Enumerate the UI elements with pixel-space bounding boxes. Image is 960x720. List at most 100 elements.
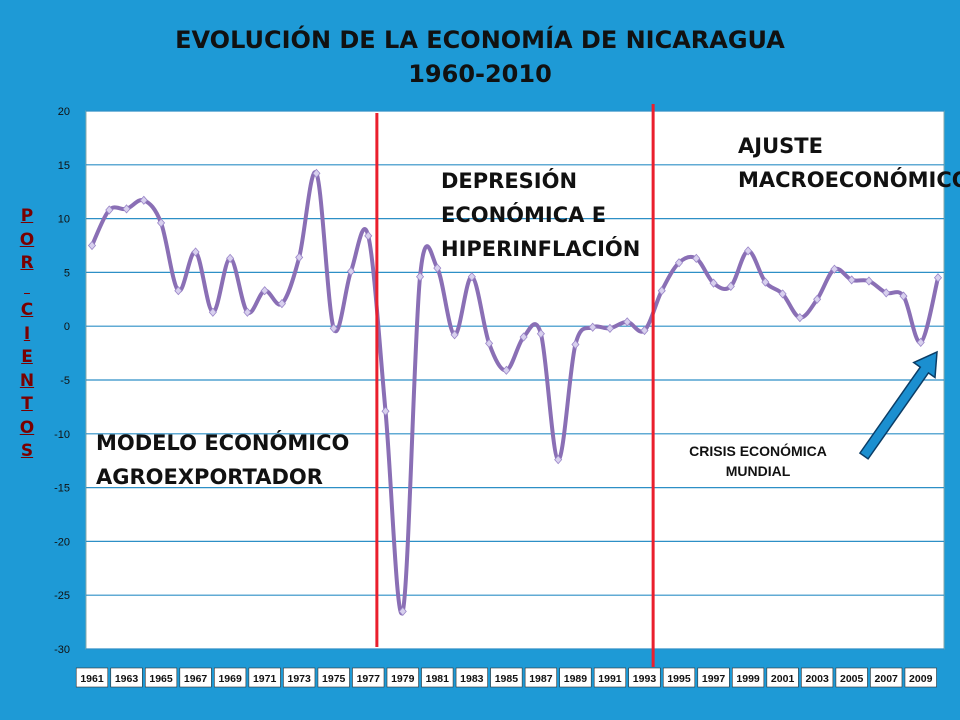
data-point: [554, 455, 563, 465]
data-point: [657, 286, 666, 296]
y-tick-label: -30: [54, 644, 70, 656]
data-point: [174, 286, 183, 296]
data-point: [87, 240, 97, 251]
data-point: [519, 332, 528, 342]
annotation-depression-line1: DEPRESIÓN: [441, 169, 578, 193]
x-tick-box: [904, 667, 937, 688]
data-point: [398, 606, 407, 616]
data-point: [830, 264, 839, 274]
data-point: [916, 337, 925, 347]
data-point: [882, 288, 891, 298]
x-tick-label: 2001: [771, 673, 795, 685]
x-tick-label: 2005: [840, 673, 864, 685]
data-point: [536, 329, 545, 339]
data-point: [761, 277, 770, 287]
x-tick-label: 2003: [805, 673, 829, 685]
y-axis-label-letter: P: [20, 206, 34, 226]
x-tick-box: [352, 667, 385, 688]
data-point: [346, 266, 356, 276]
data-point: [226, 253, 235, 264]
x-tick-box: [628, 667, 661, 688]
data-point: [416, 272, 425, 282]
data-point: [623, 317, 632, 327]
data-point: [588, 322, 597, 332]
data-point: [381, 406, 390, 416]
x-tick-label: 1963: [115, 673, 139, 685]
chart-title: EVOLUCIÓN DE LA ECONOMÍA DE NICARAGUA: [175, 26, 785, 54]
data-point: [744, 246, 753, 256]
x-tick-box: [662, 667, 696, 688]
y-axis-label-letter: C: [20, 300, 34, 320]
y-tick-label: -20: [54, 536, 70, 548]
y-axis-label-letter: I: [23, 323, 31, 344]
data-point: [260, 286, 269, 296]
data-point: [191, 247, 200, 257]
x-tick-label: 1985: [495, 673, 519, 685]
x-tick-box: [110, 667, 143, 688]
data-point: [157, 218, 166, 228]
x-tick-box: [214, 667, 247, 688]
data-point: [208, 307, 217, 317]
data-point: [139, 195, 148, 205]
crisis-arrow-shape: [858, 350, 938, 460]
x-tick-box: [732, 667, 765, 688]
y-tick-label: -5: [60, 375, 70, 387]
y-axis-label-letter: R: [20, 253, 34, 273]
data-point: [692, 253, 701, 264]
data-point: [709, 278, 718, 288]
y-tick-label: 15: [58, 160, 70, 172]
data-point: [312, 168, 321, 179]
x-tick-label: 2007: [875, 673, 899, 685]
x-tick-label: 2009: [909, 673, 933, 685]
data-point: [605, 323, 614, 333]
x-tick-label: 1997: [702, 673, 726, 685]
annotation-adjustment: AJUSTE MACROECONÓMICO: [738, 129, 960, 197]
crisis-arrow-icon: [858, 350, 938, 460]
x-tick-label: 1975: [322, 673, 346, 685]
data-point: [933, 273, 943, 283]
y-tick-label: 10: [58, 214, 70, 226]
y-tick-label: -10: [54, 429, 70, 441]
y-axis-label-letter: S: [20, 441, 34, 461]
data-point: [243, 307, 252, 317]
data-point: [864, 276, 873, 286]
y-tick-label: -25: [54, 590, 70, 602]
y-axis-label-letter: O: [19, 417, 35, 438]
y-tick-label: 5: [64, 267, 70, 279]
data-point: [778, 289, 787, 299]
data-point: [277, 298, 286, 309]
annotation-crisis-line2: MUNDIAL: [725, 463, 791, 479]
y-axis-label-letter: N: [19, 370, 35, 391]
data-point: [847, 275, 856, 285]
data-point: [485, 338, 494, 349]
y-axis-label-letter: O: [19, 229, 35, 250]
chart-subtitle: 1960-2010: [408, 60, 552, 88]
x-tick-label: 1965: [149, 673, 173, 685]
x-tick-label: 1987: [529, 673, 553, 685]
annotation-crisis: CRISIS ECONÓMICA MUNDIAL: [660, 441, 856, 481]
x-tick-box: [835, 667, 868, 688]
x-tick-box: [386, 667, 419, 688]
x-tick-box: [248, 667, 281, 688]
annotation-depression-line3: HIPERINFLACIÓN: [441, 237, 641, 261]
x-tick-label: 1995: [667, 673, 691, 685]
x-tick-box: [421, 667, 454, 688]
x-tick-label: 1981: [426, 673, 450, 685]
annotation-depression-line2: ECONÓMICA E: [441, 203, 607, 227]
y-tick-label: 20: [58, 106, 70, 118]
data-point: [640, 325, 649, 336]
x-tick-box: [801, 667, 834, 688]
x-tick-label: 1973: [288, 673, 312, 685]
x-tick-box: [144, 667, 178, 688]
x-tick-box: [593, 667, 627, 688]
y-axis-label-letter: T: [21, 394, 33, 414]
annotation-crisis-line1: CRISIS ECONÓMICA: [689, 443, 827, 459]
annotation-adjustment-line2: MACROECONÓMICO: [738, 168, 960, 192]
x-tick-label: 1961: [80, 673, 104, 685]
data-point: [450, 330, 459, 340]
annotation-model: MODELO ECONÓMICO AGROEXPORTADOR: [96, 426, 349, 494]
data-point: [295, 252, 304, 262]
data-point: [467, 272, 476, 282]
